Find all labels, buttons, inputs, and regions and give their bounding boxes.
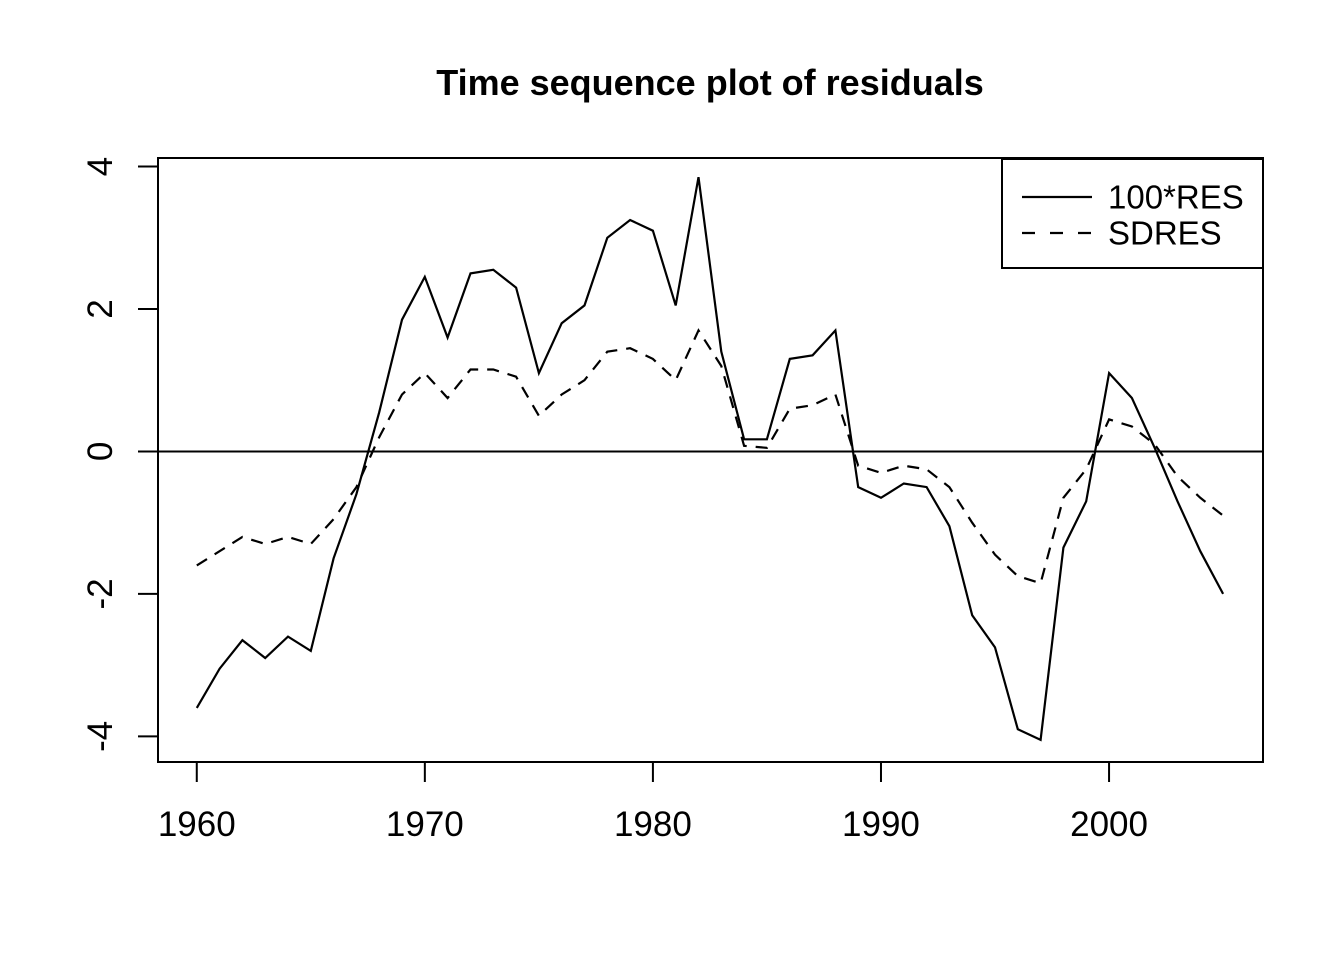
x-axis-tick-label: 2000 <box>1070 805 1148 844</box>
x-axis-tick-label: 1990 <box>842 805 920 844</box>
legend-label-100res: 100*RES <box>1108 179 1244 216</box>
series-line-sdres <box>196 328 1224 585</box>
chart-title: Time sequence plot of residuals <box>436 62 984 103</box>
x-axis-tick-label: 1980 <box>614 805 692 844</box>
y-axis-tick-label: -4 <box>81 721 120 752</box>
x-axis-tick-label: 1960 <box>158 805 236 844</box>
y-axis-tick-label: 0 <box>81 442 120 461</box>
y-axis-tick-label: 2 <box>81 299 120 318</box>
legend-label-sdres: SDRES <box>1108 215 1222 252</box>
plot-area: 1960 1970 1980 1990 2000 -4 -2 0 2 4 <box>81 157 1264 844</box>
series-line-100res <box>195 177 1225 742</box>
legend-box <box>1001 158 1264 269</box>
legend: 100*RES SDRES <box>1001 158 1264 269</box>
y-axis-tick-label: -2 <box>81 578 120 609</box>
plot-border <box>157 157 1264 763</box>
y-axis-tick-label: 4 <box>81 157 120 176</box>
x-axis-tick-label: 1970 <box>386 805 464 844</box>
